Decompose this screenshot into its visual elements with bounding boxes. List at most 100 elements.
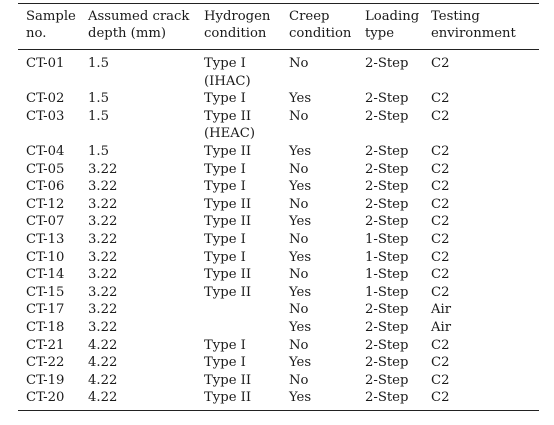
cell-creep-condition: No: [281, 161, 357, 179]
cell-loading-type: 2-Step: [357, 143, 423, 161]
cell-sample-no: CT-15: [18, 284, 80, 302]
cell-creep-condition: No: [281, 231, 357, 249]
cell-sample-no: CT-13: [18, 231, 80, 249]
cell-testing-environment-value: C2: [431, 91, 450, 107]
cell-loading-type: 2-Step: [357, 161, 423, 179]
header-line: condition: [289, 26, 352, 41]
cell-hydrogen-condition: Type II: [196, 196, 281, 214]
cell-hydrogen-condition: Type II: [196, 266, 281, 284]
cell-hydrogen-condition: Type I: [196, 249, 281, 267]
cell-creep-condition-value: Yes: [289, 390, 312, 406]
table-row: CT-21 4.22 Type I No 2-Step C2: [18, 337, 539, 355]
cell-hydrogen-condition-value: Type I: [204, 231, 246, 247]
cell-testing-environment-value: C2: [431, 267, 450, 283]
cell-loading-type: 1-Step: [357, 266, 423, 284]
cell-crack-depth-value: 3.22: [88, 231, 118, 247]
cell-loading-type-value: 2-Step: [365, 372, 409, 388]
cell-testing-environment: C2: [423, 266, 539, 284]
cell-crack-depth-value: 3.22: [88, 179, 118, 195]
cell-testing-environment: C2: [423, 161, 539, 179]
table-row: CT-01 1.5 Type I (IHAC) No 2-Step C2: [18, 50, 539, 91]
cell-sample-no: CT-07: [18, 213, 80, 231]
cell-loading-type-value: 1-Step: [365, 231, 409, 247]
cell-sample-no: CT-02: [18, 90, 80, 108]
cell-sample-no: CT-22: [18, 354, 80, 372]
cell-hydrogen-condition: Type I: [196, 161, 281, 179]
cell-hydrogen-condition-value: Type II: [204, 267, 252, 283]
cell-loading-type-value: 2-Step: [365, 56, 409, 71]
cell-creep-condition-value: Yes: [289, 91, 312, 107]
cell-loading-type: 2-Step: [357, 50, 423, 91]
cell-hydrogen-condition-value: Type I: [204, 337, 246, 353]
table-header: Sample no. Assumed crack depth (mm) Hydr…: [18, 3, 539, 50]
cell-hydrogen-condition: Type I: [196, 231, 281, 249]
cell-crack-depth: 4.22: [80, 354, 196, 372]
cell-loading-type: 2-Step: [357, 90, 423, 108]
cell-sample-no-value: CT-17: [26, 302, 65, 318]
table-row: CT-18 3.22 Yes 2-Step Air: [18, 319, 539, 337]
cell-hydrogen-condition-value: Type I: [204, 91, 246, 107]
cell-testing-environment: C2: [423, 196, 539, 214]
table-row: CT-13 3.22 Type I No 1-Step C2: [18, 231, 539, 249]
cell-crack-depth-value: 1.5: [88, 91, 109, 107]
table-row: CT-07 3.22 Type II Yes 2-Step C2: [18, 213, 539, 231]
cell-creep-condition-value: Yes: [289, 143, 312, 159]
header-line: no.: [26, 26, 47, 41]
cell-crack-depth: 3.22: [80, 161, 196, 179]
cell-sample-no: CT-14: [18, 266, 80, 284]
cell-hydrogen-condition: Type II: [196, 213, 281, 231]
cell-hydrogen-condition: Type II: [196, 143, 281, 161]
cell-testing-environment: C2: [423, 231, 539, 249]
cell-sample-no-value: CT-13: [26, 231, 65, 247]
cell-creep-condition-value: Yes: [289, 249, 312, 265]
cell-creep-condition-value: No: [289, 231, 309, 247]
cell-loading-type: 2-Step: [357, 178, 423, 196]
hydrogen-condition-note: (HEAC): [204, 126, 256, 142]
cell-loading-type: 2-Step: [357, 108, 423, 143]
cell-crack-depth-value: 3.22: [88, 161, 118, 177]
cell-creep-condition: Yes: [281, 213, 357, 231]
cell-sample-no: CT-10: [18, 249, 80, 267]
header-hydrogen-condition: Hydrogen condition: [196, 3, 281, 50]
cell-creep-condition-value: No: [289, 337, 309, 353]
table-row: CT-14 3.22 Type II No 1-Step C2: [18, 266, 539, 284]
cell-crack-depth: 3.22: [80, 231, 196, 249]
cell-crack-depth: 1.5: [80, 50, 196, 91]
cell-crack-depth-value: 3.22: [88, 284, 118, 300]
cell-sample-no-value: CT-01: [26, 56, 65, 71]
cell-sample-no-value: CT-02: [26, 91, 65, 107]
cell-creep-condition: Yes: [281, 178, 357, 196]
header-line: Testing: [431, 9, 480, 24]
cell-testing-environment-value: Air: [431, 302, 452, 318]
cell-hydrogen-condition-value: Type II: [204, 284, 252, 300]
cell-hydrogen-condition: Type II: [196, 284, 281, 302]
cell-testing-environment-value: C2: [431, 231, 450, 247]
header-line: Hydrogen: [204, 9, 271, 24]
cell-sample-no: CT-19: [18, 372, 80, 390]
cell-sample-no-value: CT-22: [26, 355, 65, 371]
cell-loading-type-value: 2-Step: [365, 214, 409, 230]
cell-loading-type-value: 2-Step: [365, 337, 409, 353]
table-row: CT-03 1.5 Type II (HEAC) No 2-Step C2: [18, 108, 539, 143]
cell-hydrogen-condition-value: Type I: [204, 161, 246, 177]
cell-hydrogen-condition-value: Type II: [204, 372, 252, 388]
cell-sample-no: CT-06: [18, 178, 80, 196]
cell-hydrogen-condition: Type II: [196, 389, 281, 411]
cell-testing-environment: C2: [423, 90, 539, 108]
cell-testing-environment: C2: [423, 50, 539, 91]
cell-sample-no-value: CT-10: [26, 249, 65, 265]
cell-testing-environment: C2: [423, 143, 539, 161]
cell-loading-type: 2-Step: [357, 354, 423, 372]
cell-crack-depth: 3.22: [80, 249, 196, 267]
header-row: Sample no. Assumed crack depth (mm) Hydr…: [18, 3, 539, 50]
cell-crack-depth: 3.22: [80, 284, 196, 302]
cell-loading-type-value: 2-Step: [365, 161, 409, 177]
cell-hydrogen-condition: Type I: [196, 354, 281, 372]
cell-crack-depth: 1.5: [80, 143, 196, 161]
cell-testing-environment-value: C2: [431, 179, 450, 195]
cell-creep-condition: Yes: [281, 354, 357, 372]
cell-crack-depth: 3.22: [80, 178, 196, 196]
cell-loading-type: 1-Step: [357, 284, 423, 302]
hydrogen-condition-note: (IHAC): [204, 73, 251, 89]
cell-testing-environment: C2: [423, 284, 539, 302]
